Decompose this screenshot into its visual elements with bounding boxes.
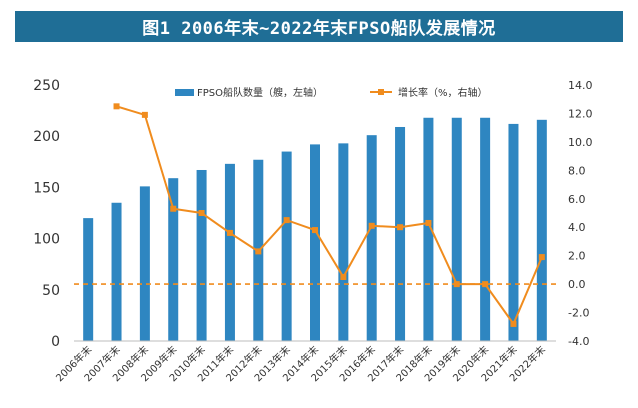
bar-2020年末 [480, 117, 491, 341]
growth-point-2020年末 [482, 281, 489, 288]
right-axis-tick-label: 10.0 [568, 136, 593, 149]
left-axis-tick-label: 200 [33, 129, 60, 145]
legend-line-label: 增长率（%，右轴） [398, 86, 488, 99]
right-axis-tick-label: 8.0 [568, 164, 586, 177]
legend-bar-swatch [175, 89, 194, 96]
right-axis-tick-label: 0.0 [568, 278, 586, 291]
left-axis-tick-label: 150 [33, 180, 60, 196]
right-axis-tick-label: -4.0 [568, 335, 589, 348]
growth-rate-line [116, 105, 543, 326]
growth-point-2012年末 [255, 248, 262, 255]
right-axis-tick-label: 6.0 [568, 193, 586, 206]
bar-2019年末 [451, 117, 462, 341]
right-axis-tick-label: 2.0 [568, 250, 586, 263]
bar-2022年末 [536, 119, 547, 341]
left-axis-tick-label: 0 [51, 334, 60, 350]
bar-2018年末 [423, 117, 434, 341]
bar-2010年末 [196, 169, 207, 341]
bar-2015年末 [338, 143, 349, 341]
bar-2009年末 [168, 178, 179, 341]
bar-2016年末 [366, 135, 377, 341]
bar-2008年末 [139, 186, 150, 341]
growth-point-2008年末 [141, 111, 148, 118]
right-axis-tick-label: -2.0 [568, 307, 589, 320]
bar-2013年末 [281, 151, 292, 341]
right-axis-tick-label: 14.0 [568, 79, 593, 92]
bar-series-group [83, 117, 547, 341]
growth-point-2011年末 [226, 229, 233, 236]
growth-point-2019年末 [453, 281, 460, 288]
left-axis-tick-label: 50 [42, 283, 60, 299]
legend-line-marker [378, 89, 384, 95]
bar-2014年末 [310, 144, 320, 341]
bar-2007年末 [111, 202, 122, 341]
bar-2021年末 [508, 123, 519, 341]
growth-point-2009年末 [170, 205, 177, 212]
growth-point-2010年末 [198, 210, 205, 216]
legend-bar-label: FPSO船队数量（艘，左轴） [197, 86, 323, 99]
bar-2011年末 [224, 163, 235, 341]
growth-point-2018年末 [425, 219, 432, 226]
growth-point-2016年末 [368, 222, 375, 229]
right-axis-tick-label: 12.0 [568, 107, 593, 120]
growth-point-2022年末 [538, 254, 545, 261]
chart-title: 图1 2006年末~2022年末FPSO船队发展情况 [142, 19, 496, 39]
growth-point-2021年末 [510, 320, 517, 327]
chart-title-bar: 图1 2006年末~2022年末FPSO船队发展情况 [15, 11, 623, 42]
right-axis-tick-label: 4.0 [568, 221, 586, 234]
bar-2006年末 [83, 218, 94, 341]
growth-point-2013年末 [283, 217, 290, 224]
bar-2017年末 [395, 126, 406, 341]
legend-group: FPSO船队数量（艘，左轴） 增长率（%，右轴） [175, 86, 488, 99]
growth-point-2014年末 [312, 227, 318, 234]
growth-point-2017年末 [397, 224, 404, 231]
left-axis-tick-label: 250 [33, 78, 60, 94]
growth-point-2015年末 [340, 274, 347, 280]
left-axis-tick-label: 100 [33, 232, 60, 248]
growth-point-2007年末 [113, 103, 120, 110]
growth-line-group [113, 103, 545, 327]
